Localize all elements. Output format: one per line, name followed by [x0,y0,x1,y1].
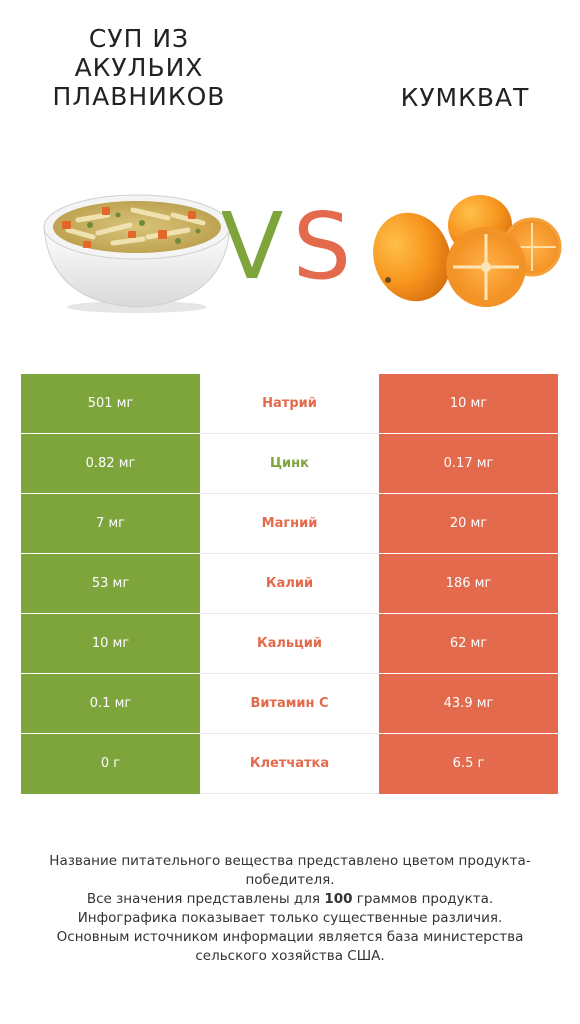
footer-line-2: Все значения представлены для 100 граммо… [86,891,494,907]
nutrient-name: Клетчатка [200,733,379,794]
nutrient-name: Кальций [200,613,379,674]
table-row: 501 мг Натрий 10 мг [21,374,558,434]
nutrient-name: Цинк [200,433,379,494]
nutrient-name: Магний [200,493,379,554]
footer-line-1: Название питательного вещества представл… [49,853,531,888]
table-row: 0.1 мг Витамин C 43.9 мг [21,673,558,734]
nutrient-name: Натрий [200,374,379,434]
left-value: 0 г [21,733,200,794]
left-value: 53 мг [21,553,200,614]
left-value: 10 мг [21,613,200,674]
left-value: 0.82 мг [21,433,200,494]
nutrient-comparison-table: 501 мг Натрий 10 мг 0.82 мг Цинк 0.17 мг 7 мг М… [21,374,558,794]
right-value: 10 мг [379,374,558,434]
table-row: 10 мг Кальций 62 мг [21,613,558,674]
table-row: 7 мг Магний 20 мг [21,493,558,554]
footer-notes: Название питательного вещества представл… [20,852,560,966]
soup-bowl-icon [43,194,231,313]
vs-right-letter: S [293,198,351,288]
footer-line-4: Основным источником информации является … [56,929,524,964]
right-product-title: Кумкват [400,83,530,112]
vs-left-letter: V [222,198,284,288]
kumquat-fruit-icon [373,195,562,307]
vs-label: V S [222,198,351,288]
table-row: 0.82 мг Цинк 0.17 мг [21,433,558,494]
right-value: 6.5 г [379,733,558,794]
nutrient-name: Витамин C [200,673,379,734]
right-value: 43.9 мг [379,673,558,734]
right-value: 62 мг [379,613,558,674]
right-value: 0.17 мг [379,433,558,494]
table-row: 0 г Клетчатка 6.5 г [21,733,558,794]
right-value: 186 мг [379,553,558,614]
left-value: 7 мг [21,493,200,554]
footer-line-3: Инфографика показывает только существенн… [77,910,503,926]
nutrient-name: Калий [200,553,379,614]
left-value: 0.1 мг [21,673,200,734]
left-value: 501 мг [21,374,200,434]
table-row: 53 мг Калий 186 мг [21,553,558,614]
left-product-title: Суп из акульих плавников [52,24,226,111]
right-value: 20 мг [379,493,558,554]
